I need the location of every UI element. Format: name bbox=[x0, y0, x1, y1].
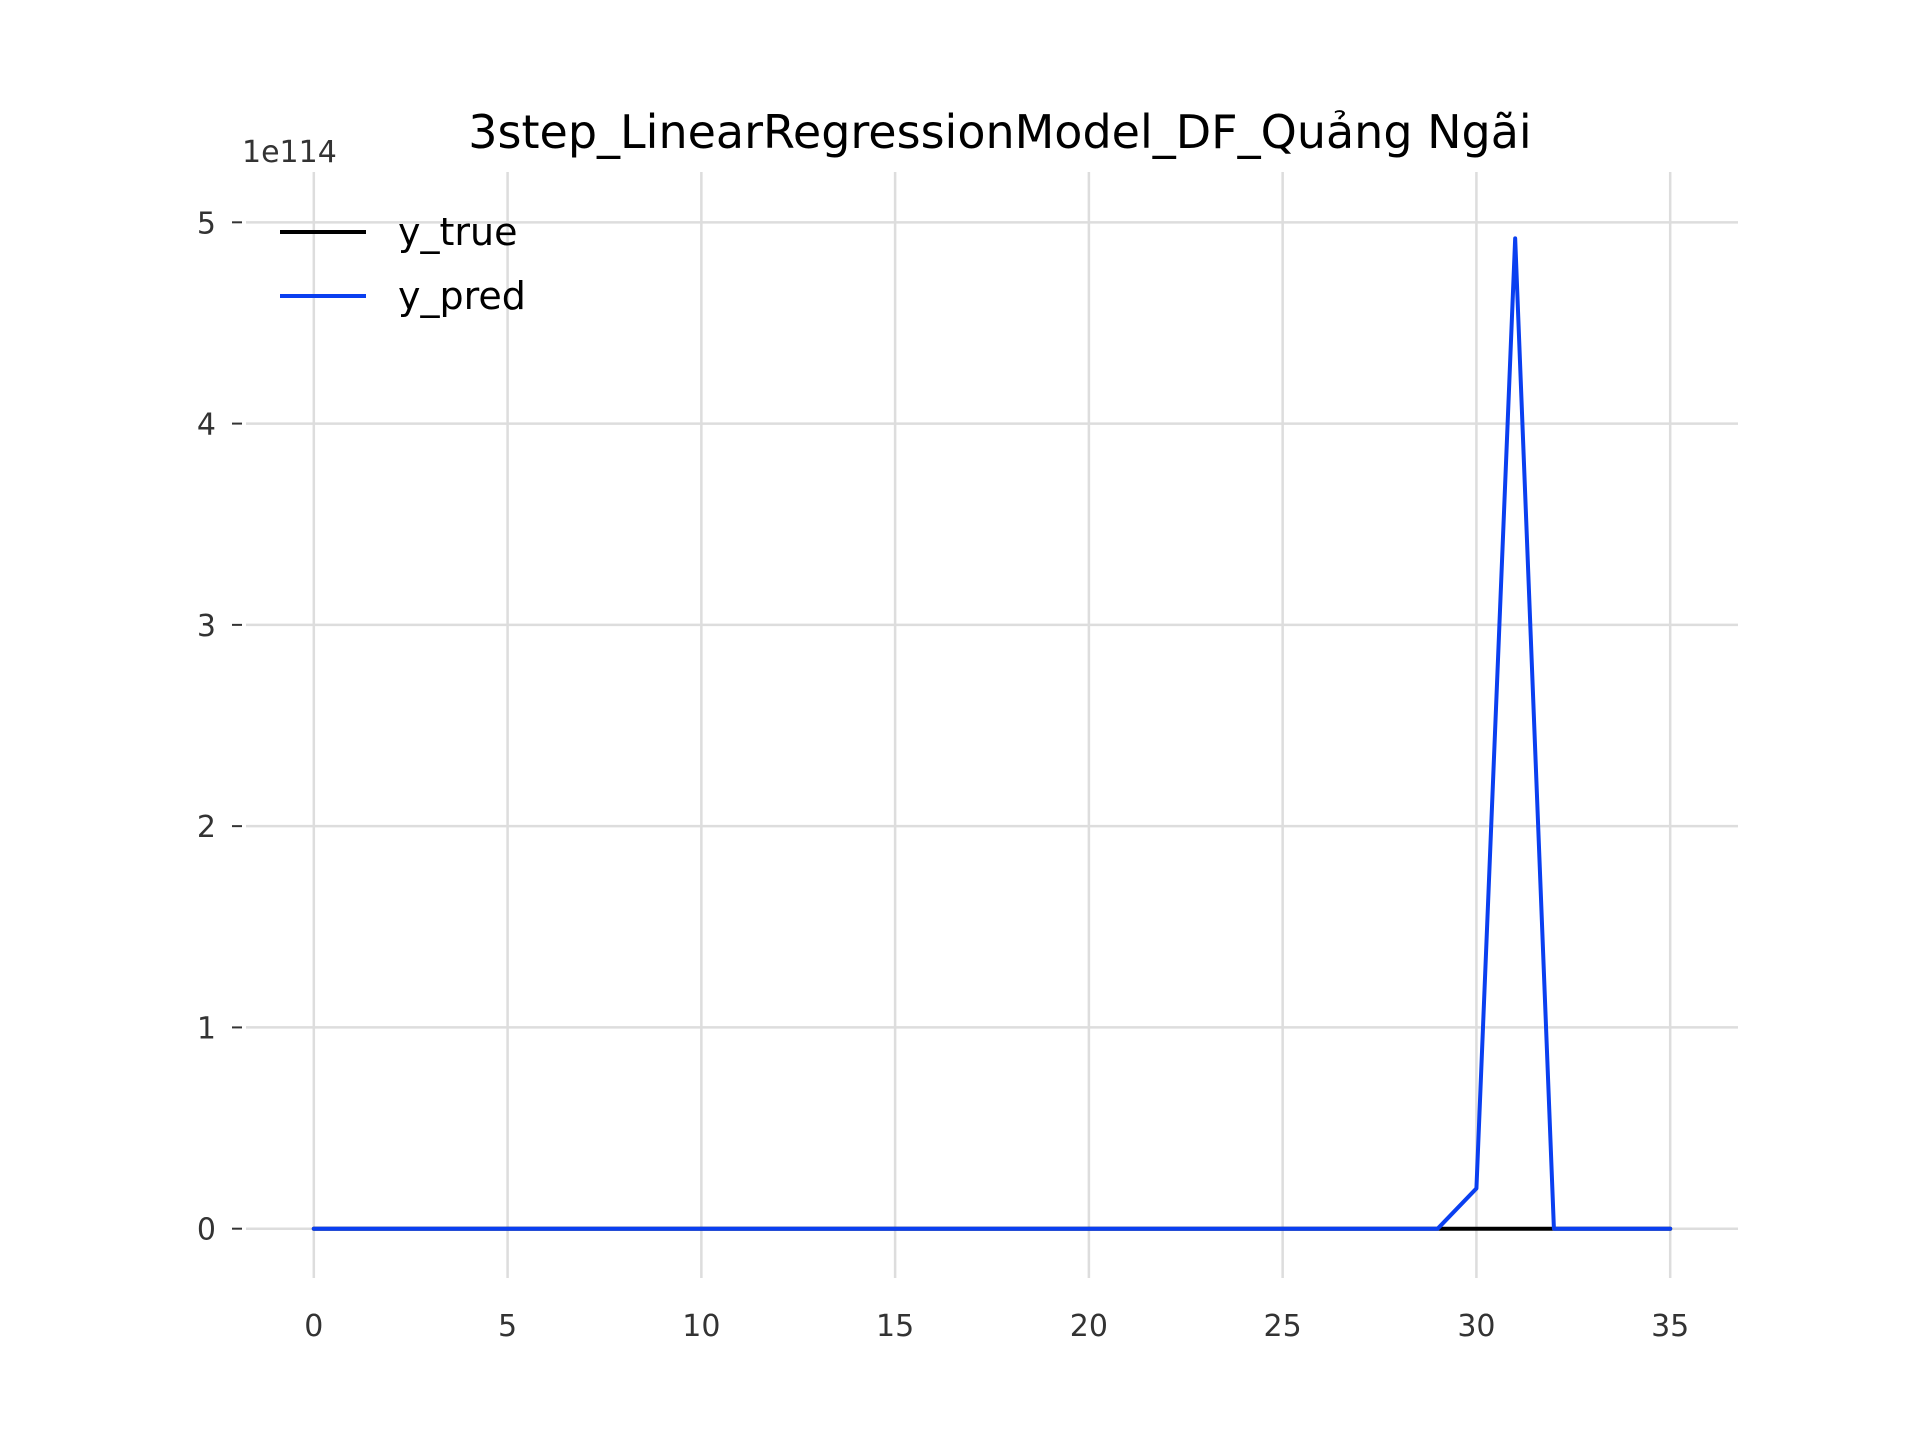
series-line-y-pred bbox=[311, 236, 1673, 1231]
y-axis-offset-label: 1e114 bbox=[242, 135, 337, 170]
legend-label-y-true: y_true bbox=[398, 210, 517, 254]
legend: y_true y_pred bbox=[280, 210, 526, 318]
y-tick-label: 4 bbox=[197, 408, 216, 443]
x-tick-label: 35 bbox=[1651, 1309, 1689, 1344]
y-tick-label: 5 bbox=[197, 206, 216, 241]
x-tick-label: 10 bbox=[682, 1309, 720, 1344]
y-axis-ticks: 0 1 2 3 4 5 bbox=[197, 206, 242, 1248]
x-tick-label: 0 bbox=[304, 1309, 323, 1344]
series-lines bbox=[311, 236, 1673, 1231]
x-tick-label: 20 bbox=[1070, 1309, 1108, 1344]
x-tick-label: 5 bbox=[498, 1309, 517, 1344]
y-tick-label: 1 bbox=[197, 1011, 216, 1046]
x-tick-label: 15 bbox=[876, 1309, 914, 1344]
x-tick-label: 25 bbox=[1264, 1309, 1302, 1344]
grid bbox=[246, 172, 1738, 1278]
x-tick-label: 30 bbox=[1457, 1309, 1495, 1344]
legend-label-y-pred: y_pred bbox=[398, 274, 526, 318]
y-tick-label: 2 bbox=[197, 810, 216, 845]
chart-title: 3step_LinearRegressionModel_DF_Quảng Ngã… bbox=[468, 105, 1531, 159]
y-tick-label: 3 bbox=[197, 609, 216, 644]
x-axis-ticks: 0 5 10 15 20 25 30 35 bbox=[304, 1309, 1689, 1344]
y-tick-label: 0 bbox=[197, 1213, 216, 1248]
